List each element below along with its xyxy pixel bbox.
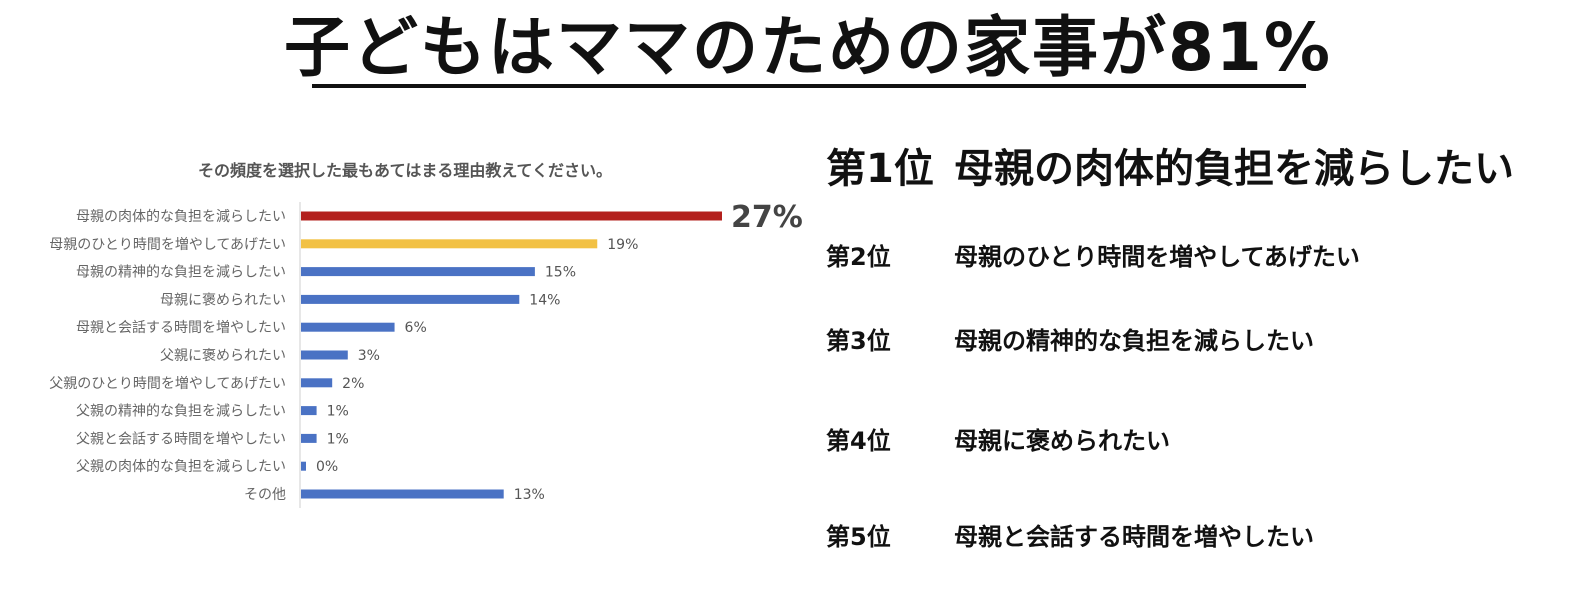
data-label: 15% bbox=[545, 265, 576, 281]
data-label: 13% bbox=[514, 487, 545, 503]
data-label: 0% bbox=[316, 459, 338, 475]
data-label: 1% bbox=[327, 431, 349, 447]
bar bbox=[301, 406, 317, 416]
rank-label-1: 第1位 bbox=[826, 146, 934, 192]
rank-label-2: 第2位 bbox=[826, 243, 891, 271]
bar bbox=[301, 267, 535, 277]
category-label: 父親の精神的な負担を減らしたい bbox=[76, 403, 286, 420]
bar bbox=[301, 378, 333, 388]
category-label: その他 bbox=[244, 487, 286, 503]
rank-reason-4: 母親に褒められたい bbox=[954, 427, 1170, 455]
category-label: 父親と会話する時間を増やしたい bbox=[76, 430, 286, 447]
rank-label-4: 第4位 bbox=[826, 427, 891, 455]
category-label: 母親の精神的な負担を減らしたい bbox=[76, 264, 286, 281]
bar bbox=[301, 239, 598, 249]
data-label: 27% bbox=[731, 200, 803, 235]
data-label: 1% bbox=[327, 404, 349, 420]
category-label: 母親と会話する時間を増やしたい bbox=[76, 319, 286, 336]
data-label: 2% bbox=[342, 376, 364, 392]
rank-reason-2: 母親のひとり時間を増やしてあげたい bbox=[954, 243, 1360, 271]
category-label: 父親に褒められたい bbox=[160, 348, 286, 364]
page-title: 子どもはママのための家事が81% bbox=[284, 9, 1332, 86]
category-label: 母親の肉体的な負担を減らしたい bbox=[76, 208, 286, 225]
bar-chart: 母親の肉体的な負担を減らしたい 27% 母親のひとり時間を増やしてあげたい 19% 母親… bbox=[49, 200, 803, 508]
data-label: 19% bbox=[607, 237, 638, 253]
rank-label-5: 第5位 bbox=[826, 523, 891, 551]
category-label: 母親に褒められたい bbox=[160, 292, 286, 308]
data-label: 14% bbox=[529, 292, 560, 308]
bar bbox=[301, 433, 317, 443]
bar bbox=[301, 211, 722, 221]
category-label: 父親のひとり時間を増やしてあげたい bbox=[49, 376, 286, 392]
chart-title: その頻度を選択した最もあてはまる理由教えてください。 bbox=[197, 161, 613, 180]
bar bbox=[301, 461, 306, 471]
bar bbox=[301, 294, 520, 304]
category-label: 父親の肉体的な負担を減らしたい bbox=[76, 458, 286, 475]
bar bbox=[301, 322, 395, 332]
data-label: 6% bbox=[405, 320, 427, 336]
title-underline bbox=[312, 84, 1306, 88]
rank-label-3: 第3位 bbox=[826, 327, 891, 355]
rank-reason-3: 母親の精神的な負担を減らしたい bbox=[954, 327, 1314, 355]
bar bbox=[301, 489, 504, 499]
bar bbox=[301, 350, 348, 360]
rank-reason-5: 母親と会話する時間を増やしたい bbox=[954, 523, 1314, 551]
category-label: 母親のひとり時間を増やしてあげたい bbox=[49, 237, 286, 253]
data-label: 3% bbox=[358, 348, 380, 364]
rank-reason-1: 母親の肉体的負担を減らしたい bbox=[954, 146, 1514, 192]
